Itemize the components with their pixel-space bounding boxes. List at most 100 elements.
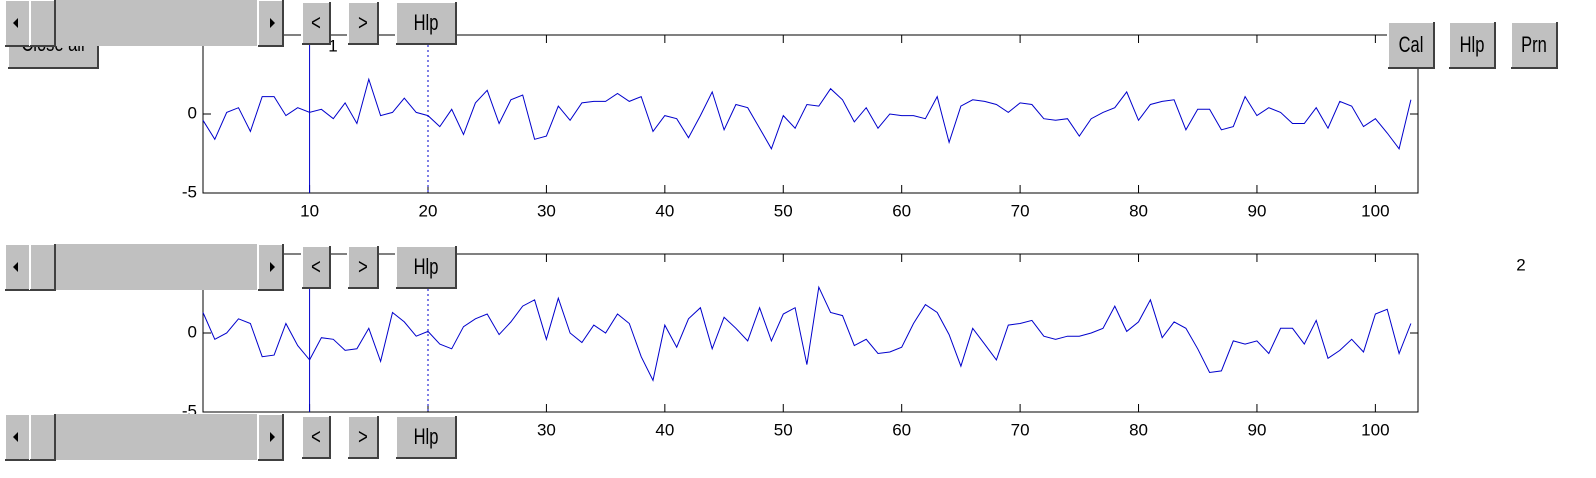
button-hilite [347, 1, 378, 44]
x-tick-label: 90 [1247, 201, 1266, 220]
data-line [202, 285, 1412, 382]
arrow-right [270, 432, 275, 442]
arrow-left [13, 262, 18, 272]
x-tick-label: 50 [774, 420, 793, 439]
x-tick-label: 30 [537, 420, 556, 439]
x-tick-label: 30 [537, 201, 556, 220]
arrow-right [270, 18, 275, 28]
x-tick-label: 50 [774, 201, 793, 220]
top-button[interactable]: Prn [1510, 21, 1558, 69]
button-face [30, 244, 55, 290]
x-tick-label: 60 [892, 201, 911, 220]
button-shadow [348, 416, 379, 459]
help-button[interactable]: Hlp [395, 415, 457, 459]
scroll-thumb[interactable] [29, 0, 56, 47]
button-shadow [30, 244, 56, 291]
button-face [348, 2, 378, 44]
button-hilite [29, 413, 55, 460]
x-tick-label: 60 [892, 420, 911, 439]
button-hilite [347, 415, 378, 458]
button-shadow [30, 0, 56, 47]
button-face [30, 414, 55, 460]
x-tick-label: 80 [1129, 420, 1148, 439]
button-shadow [396, 416, 457, 459]
top-button[interactable]: Hlp [1448, 21, 1496, 69]
x-tick-label: 20 [419, 201, 438, 220]
button-label: Hlp [414, 255, 439, 280]
next-button[interactable]: > [347, 415, 379, 459]
button-hilite [4, 413, 30, 460]
next-button[interactable]: > [347, 245, 379, 289]
button-label: Hlp [414, 11, 439, 36]
help-button[interactable]: Hlp [395, 245, 457, 289]
button-hilite [257, 413, 283, 460]
button-shadow [1511, 22, 1558, 69]
x-tick-label: 70 [1011, 420, 1030, 439]
button-face [302, 416, 330, 458]
button-label: < [311, 11, 321, 36]
scroll-thumb[interactable] [29, 413, 56, 461]
button-hilite [395, 1, 456, 44]
scroll-thumb[interactable] [29, 243, 56, 291]
button-label: Prn [1521, 33, 1547, 58]
top-button[interactable]: Cal [1387, 21, 1435, 69]
x-tick-label: 10 [300, 201, 319, 220]
arrow-left [13, 18, 18, 28]
button-label: Hlp [1460, 33, 1485, 58]
x-tick-label: 100 [1361, 420, 1389, 439]
button-label: > [358, 425, 368, 450]
prev-button[interactable]: < [301, 415, 331, 459]
button-hilite [257, 243, 283, 290]
plot-label: 2 [1516, 255, 1525, 274]
button-hilite [395, 415, 456, 458]
button-shadow [302, 416, 331, 459]
button-shadow [302, 2, 331, 45]
button-shadow [258, 244, 284, 291]
y-tick-label: 0 [188, 103, 197, 122]
button-hilite [4, 243, 30, 290]
button-label: Hlp [414, 425, 439, 450]
next-button[interactable]: > [347, 1, 379, 45]
button-hilite [301, 415, 330, 458]
x-tick-label: 40 [655, 420, 674, 439]
prev-button[interactable]: < [301, 1, 331, 45]
button-shadow [258, 414, 284, 461]
button-hilite [395, 245, 456, 288]
button-shadow [348, 246, 379, 289]
button-shadow [1388, 22, 1435, 69]
button-label: Cal [1399, 33, 1424, 58]
arrow-left [13, 432, 18, 442]
button-shadow [396, 246, 457, 289]
help-button[interactable]: Hlp [395, 1, 457, 45]
y-tick-label: -5 [182, 182, 197, 201]
button-hilite [1510, 21, 1557, 68]
button-face [396, 246, 456, 288]
button-hilite [257, 0, 283, 46]
button-face [1511, 22, 1557, 68]
data-line [202, 77, 1412, 150]
button-face [1388, 22, 1434, 68]
button-label: < [311, 425, 321, 450]
button-hilite [347, 245, 378, 288]
button-label: < [311, 255, 321, 280]
button-face [396, 2, 456, 44]
prev-button[interactable]: < [301, 245, 331, 289]
button-hilite [301, 1, 330, 44]
button-face [348, 416, 378, 458]
button-face [30, 0, 55, 46]
button-face [302, 246, 330, 288]
button-hilite [4, 0, 30, 46]
x-tick-label: 90 [1247, 420, 1266, 439]
scroll-right[interactable] [257, 0, 284, 47]
y-tick-label: 0 [188, 322, 197, 341]
button-hilite [1387, 21, 1434, 68]
x-tick-label: 100 [1361, 201, 1389, 220]
button-hilite [29, 0, 55, 46]
plot-area [202, 34, 1419, 194]
button-hilite [29, 243, 55, 290]
button-face [302, 2, 330, 44]
button-shadow [396, 2, 457, 45]
button-shadow [348, 2, 379, 45]
button-hilite [301, 245, 330, 288]
